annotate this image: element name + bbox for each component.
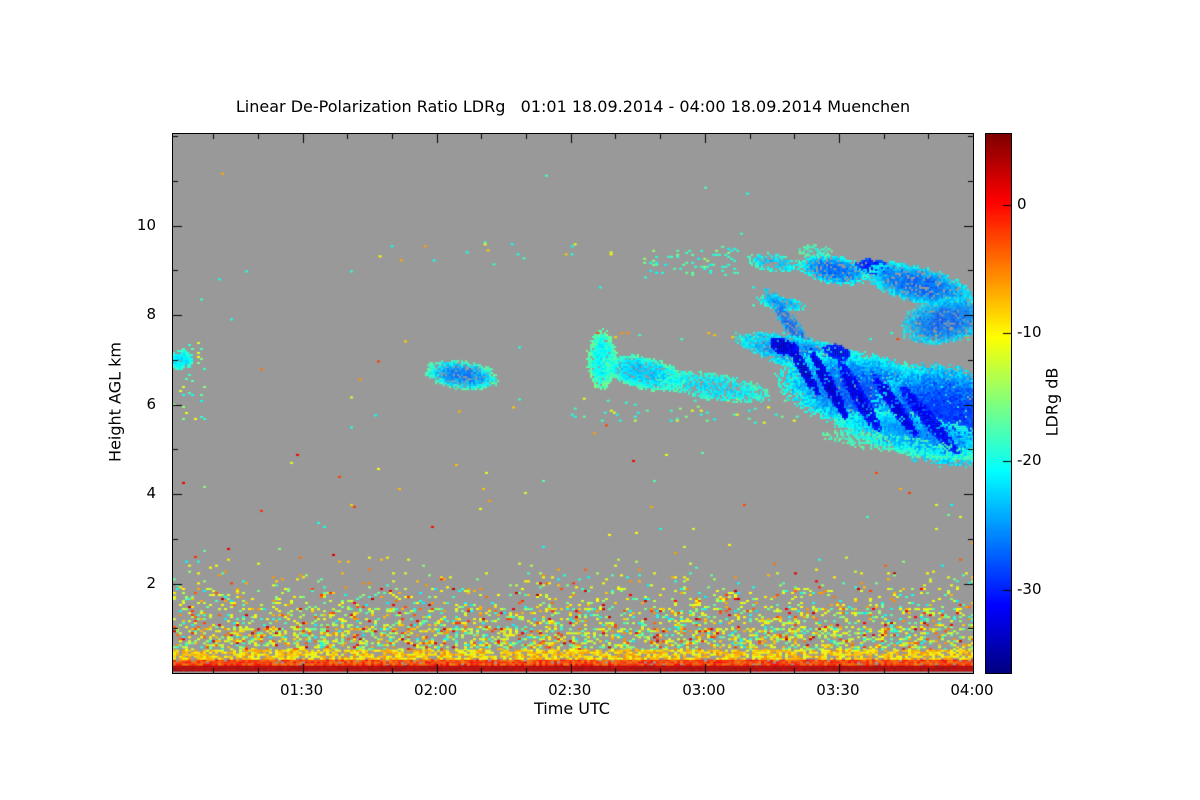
x-tick-label: 03:00 bbox=[682, 681, 726, 699]
x-tick-label: 02:30 bbox=[548, 681, 592, 699]
colorbar-tick-label: -10 bbox=[1017, 322, 1042, 341]
x-tick-label: 02:00 bbox=[414, 681, 458, 699]
colorbar-tick-label: -30 bbox=[1017, 579, 1042, 598]
x-axis-label: Time UTC bbox=[534, 699, 610, 718]
chart-title: Linear De-Polarization Ratio LDRg 01:01 … bbox=[235, 97, 911, 116]
colorbar-label: LDRg dB bbox=[1042, 367, 1062, 437]
colorbar-canvas bbox=[985, 133, 1012, 674]
y-tick-label: 6 bbox=[146, 394, 156, 413]
x-tick-label: 03:30 bbox=[816, 681, 860, 699]
y-tick-label: 8 bbox=[146, 305, 156, 324]
y-tick-label: 2 bbox=[146, 573, 156, 592]
x-tick-label: 04:00 bbox=[950, 681, 994, 699]
heatmap-canvas bbox=[172, 133, 974, 674]
y-tick-label: 10 bbox=[136, 215, 156, 234]
colorbar-tick-label: 0 bbox=[1017, 194, 1027, 213]
x-tick-label: 01:30 bbox=[279, 681, 324, 699]
y-tick-label: 4 bbox=[146, 484, 156, 503]
colorbar-tick-label: -20 bbox=[1017, 451, 1042, 470]
